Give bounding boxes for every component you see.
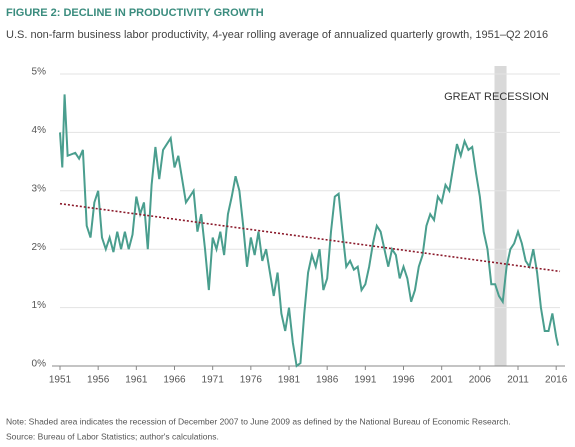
trend-line [59,202,561,273]
annotation: GREAT RECESSION [444,91,549,103]
x-tick-label: 1961 [125,375,148,386]
x-tick-label: 1991 [354,375,377,386]
y-tick-label: 0% [32,359,47,370]
source: Source: Bureau of Labor Statistics; auth… [6,431,219,441]
x-tick-label: 1971 [202,375,225,386]
y-tick-label: 3% [32,183,47,194]
chart-subtitle: U.S. non-farm business labor productivit… [6,29,548,41]
x-tick-label: 1996 [392,375,415,386]
y-tick-label: 1% [32,300,47,311]
chart-title: FIGURE 2: DECLINE IN PRODUCTIVITY GROWTH [6,7,264,19]
x-tick-label: 2011 [507,375,529,386]
x-tick-label: 1986 [316,375,339,386]
y-tick-label: 5% [32,67,47,78]
x-tick-label: 2016 [545,375,568,386]
note: Note: Shaded area indicates the recessio… [6,416,511,426]
x-tick-label: 1951 [49,375,72,386]
x-tick-label: 2006 [469,375,492,386]
x-tick-label: 1966 [163,375,186,386]
x-tick-label: 1976 [240,375,263,386]
y-tick-label: 2% [32,242,47,253]
series-line [59,94,560,368]
y-tick-label: 4% [32,125,47,136]
x-tick-label: 1981 [278,375,301,386]
x-tick-label: 2001 [431,375,454,386]
x-tick-label: 1956 [87,375,110,386]
recession-shade [494,66,507,366]
